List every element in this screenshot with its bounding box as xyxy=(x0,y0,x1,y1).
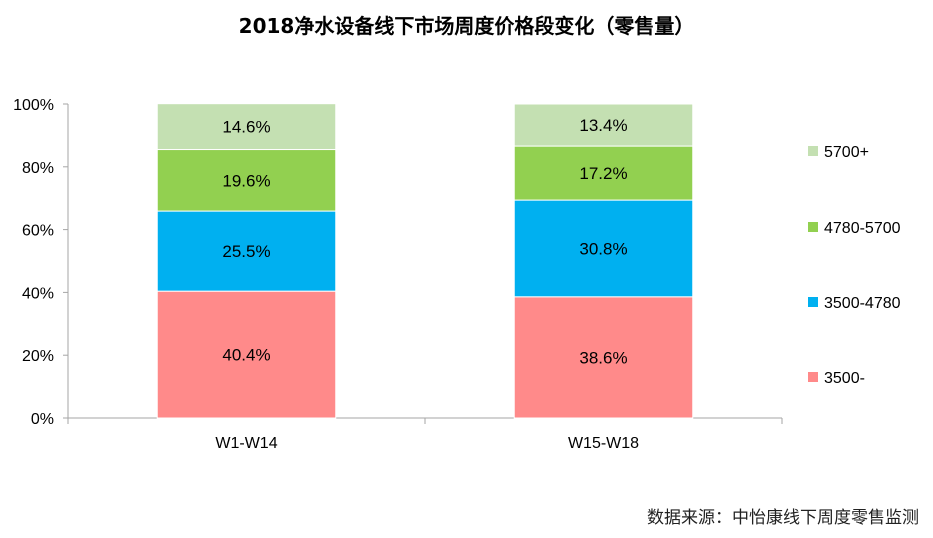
y-tick-label: 20% xyxy=(22,348,54,365)
bar-segment xyxy=(156,290,337,419)
bar-data-label: 38.6% xyxy=(579,348,627,367)
chart-legend: 5700+ 4780-5700 3500-4780 3500- xyxy=(808,144,901,387)
y-tick-label: 40% xyxy=(22,285,54,302)
legend-label: 3500-4780 xyxy=(824,295,901,312)
chart-axes: 0% 20% 40% 60% 80% 100% W1-W14 W15-W18 xyxy=(13,97,783,452)
bar-data-label: 30.8% xyxy=(579,239,627,258)
y-tick-label: 80% xyxy=(22,160,54,177)
bar-segment xyxy=(156,210,337,292)
legend-swatch xyxy=(808,372,818,382)
y-tick-label: 0% xyxy=(31,411,54,428)
bar-segment xyxy=(513,145,694,201)
chart-bars: 40.4% 25.5% 19.6% 14.6% 38.6% 30.8% 17.2% 13.4% xyxy=(156,103,694,419)
chart-title: 2018净水设备线下市场周度价格段变化（零售量） xyxy=(238,14,695,38)
bar-segment xyxy=(513,296,694,419)
x-tick-label: W1-W14 xyxy=(215,435,277,452)
source-note: 数据来源：中怡康线下周度零售监测 xyxy=(647,508,919,528)
legend-swatch xyxy=(808,146,818,156)
bar-segment xyxy=(513,199,694,298)
legend-label: 4780-5700 xyxy=(824,220,901,237)
y-tick-label: 60% xyxy=(22,223,54,240)
bar-data-label: 13.4% xyxy=(579,116,627,135)
bar-segment xyxy=(156,149,337,212)
bar-data-label: 40.4% xyxy=(222,346,270,365)
bar-data-label: 25.5% xyxy=(222,242,270,261)
legend-swatch xyxy=(808,297,818,307)
y-tick-label: 100% xyxy=(13,97,54,114)
x-tick-label: W15-W18 xyxy=(568,435,639,452)
bar-segment xyxy=(156,103,337,151)
bar-data-label: 14.6% xyxy=(222,118,270,137)
bar-segment xyxy=(513,103,694,147)
legend-label: 5700+ xyxy=(824,144,869,161)
bar-data-label: 19.6% xyxy=(222,171,270,190)
legend-swatch xyxy=(808,222,818,232)
legend-label: 3500- xyxy=(824,370,865,387)
bar-data-label: 17.2% xyxy=(579,164,627,183)
